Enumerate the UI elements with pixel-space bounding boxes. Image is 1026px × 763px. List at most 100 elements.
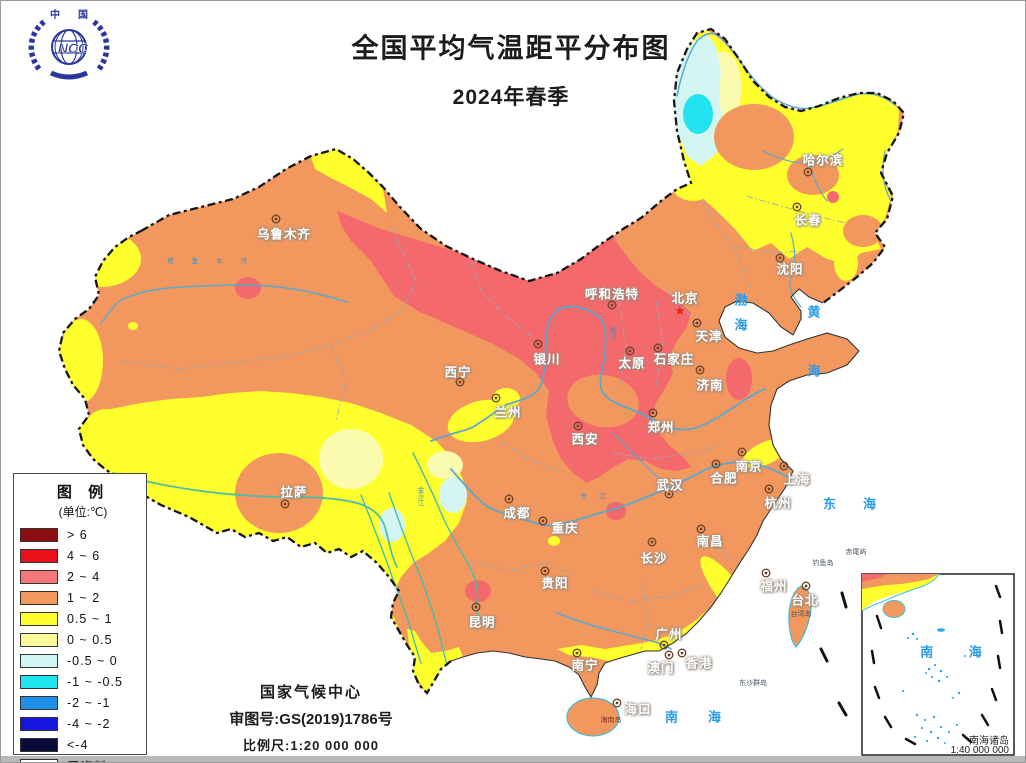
legend-swatch [20,569,58,584]
legend-swatch [20,548,58,563]
city-label-changsha: 长沙 [640,551,668,566]
legend-row: <-4 [20,734,146,755]
sea-label-east-china-sea: 东海 [822,496,904,512]
city-label-xining: 西宁 [444,365,472,380]
city-label-nanjing: 南京 [735,459,763,474]
legend-row: -1 ~ -0.5 [20,671,146,692]
city-label-nanchang: 南昌 [696,534,724,549]
legend-row: 0.5 ~ 1 [20,608,146,629]
legend-swatch [20,590,58,605]
inset-islands [901,628,966,744]
legend-row: 1 ~ 2 [20,587,146,608]
legend-label: 4 ~ 6 [67,548,101,563]
city-label-xian: 西安 [571,432,599,447]
national-border [57,27,906,695]
river-label-yellow-river: 黄河 [608,326,615,340]
legend-row: -2 ~ -1 [20,692,146,713]
city-label-lhasa: 拉萨 [280,485,308,500]
legend-swatch [20,653,58,668]
legend-row: 0 ~ 0.5 [20,629,146,650]
island-label-hainan: 海南岛 [600,717,622,724]
map-subtitle: 2024年春季 [452,86,570,109]
city-label-lanzhou: 兰州 [494,405,522,420]
ncc-logo-emblem: 中 国 NCC [28,8,110,80]
legend-row: 4 ~ 6 [20,545,146,566]
coastline [450,288,860,699]
taiwan-island [788,585,813,648]
legend-swatch [20,674,58,689]
city-label-haikou: 海口 [624,702,652,717]
legend-title: 图 例 [56,484,110,501]
legend-swatch [20,716,58,731]
sea-label-bohai: 渤海 [732,293,748,343]
city-label-guangzhou: 广州 [655,627,683,642]
river-label-tarim: 塔里木河 [167,258,265,265]
city-markers [271,167,813,708]
legend-unit: (单位:℃) [58,505,108,519]
legend: 图 例 (单位:℃) > 6 4 ~ 6 2 ~ 4 1 ~ 2 0.5 ~ 1… [13,473,147,762]
inset-sea-label: 南 海 [920,644,998,660]
province-boundaries [120,195,847,650]
legend-label: -0.5 ~ 0 [67,653,118,668]
city-label-guiyang: 贵阳 [541,576,569,591]
city-label-chongqing: 重庆 [551,521,579,536]
sea-label-south-china-sea: 南海 [664,709,752,725]
city-label-hangzhou: 杭州 [764,496,792,511]
beijing-capital-star: ★ [674,303,686,318]
city-label-hefei: 合肥 [710,471,738,486]
legend-swatch [20,527,58,542]
river-label-jinsha: 金沙江 [416,486,423,506]
river-label-yangtze: 长江 [580,493,618,500]
legend-swatch [20,737,58,752]
city-label-zhengzhou: 郑州 [647,420,675,435]
legend-label: -1 ~ -0.5 [67,674,123,689]
footer-approval: 审图号:GS(2019)1786号 [229,711,393,728]
hainan-island [566,697,620,737]
island-label-diaoyu: 钓鱼岛 [812,560,834,567]
city-label-beijing: 北京 [671,291,699,306]
legend-label: 1 ~ 2 [67,590,101,605]
city-label-harbin: 哈尔滨 [802,153,844,168]
legend-label: > 6 [67,527,88,542]
map-title: 全国平均气温距平分布图 [351,33,671,64]
island-label-dongsha: 东沙群岛 [739,680,767,687]
legend-label: 2 ~ 4 [67,569,101,584]
city-label-yinchuan: 银川 [533,352,561,367]
city-label-shanghai: 上海 [783,472,811,487]
logo-country-char-2: 国 [78,9,88,21]
inset-nine-dash-line [870,584,1004,746]
city-label-nanning: 南宁 [571,658,599,673]
city-label-taiyuan: 太原 [618,356,646,371]
legend-swatch [20,611,58,626]
legend-swatch [20,758,58,762]
city-label-taipei: 台北 [791,593,819,608]
city-label-hongkong: 香港 [685,656,713,671]
city-label-hohhot: 呼和浩特 [584,287,640,302]
city-label-chengdu: 成都 [503,506,531,521]
logo-country-char-1: 中 [50,8,60,21]
inset-scale: 1:40 000 000 [950,745,1009,756]
legend-swatch [20,632,58,647]
city-label-shenyang: 沈阳 [776,262,804,277]
logo-acronym: NCC [58,40,89,56]
city-label-wuhan: 武汉 [656,478,684,493]
inset-name: 南海诸岛 [969,736,1009,747]
legend-label: <-4 [67,737,89,752]
sea-label-yellow-sea: 黄海 [805,305,821,423]
legend-row: > 6 [20,524,146,545]
island-label-taiwan: 台湾岛 [790,611,812,618]
legend-row: 2 ~ 4 [20,566,146,587]
legend-row: -0.5 ~ 0 [20,650,146,671]
footer-scale: 比例尺:1:20 000 000 [243,738,379,753]
city-label-changchun: 长春 [794,213,822,228]
nine-dash-line [819,591,848,717]
south-china-sea-inset [861,573,1015,756]
city-label-jinan: 济南 [696,378,724,393]
logo-wreath-left [28,18,47,71]
legend-row: -4 ~ -2 [20,713,146,734]
legend-row: 无资料 [20,755,146,762]
logo-wreath-right [91,18,110,71]
legend-swatch [20,695,58,710]
